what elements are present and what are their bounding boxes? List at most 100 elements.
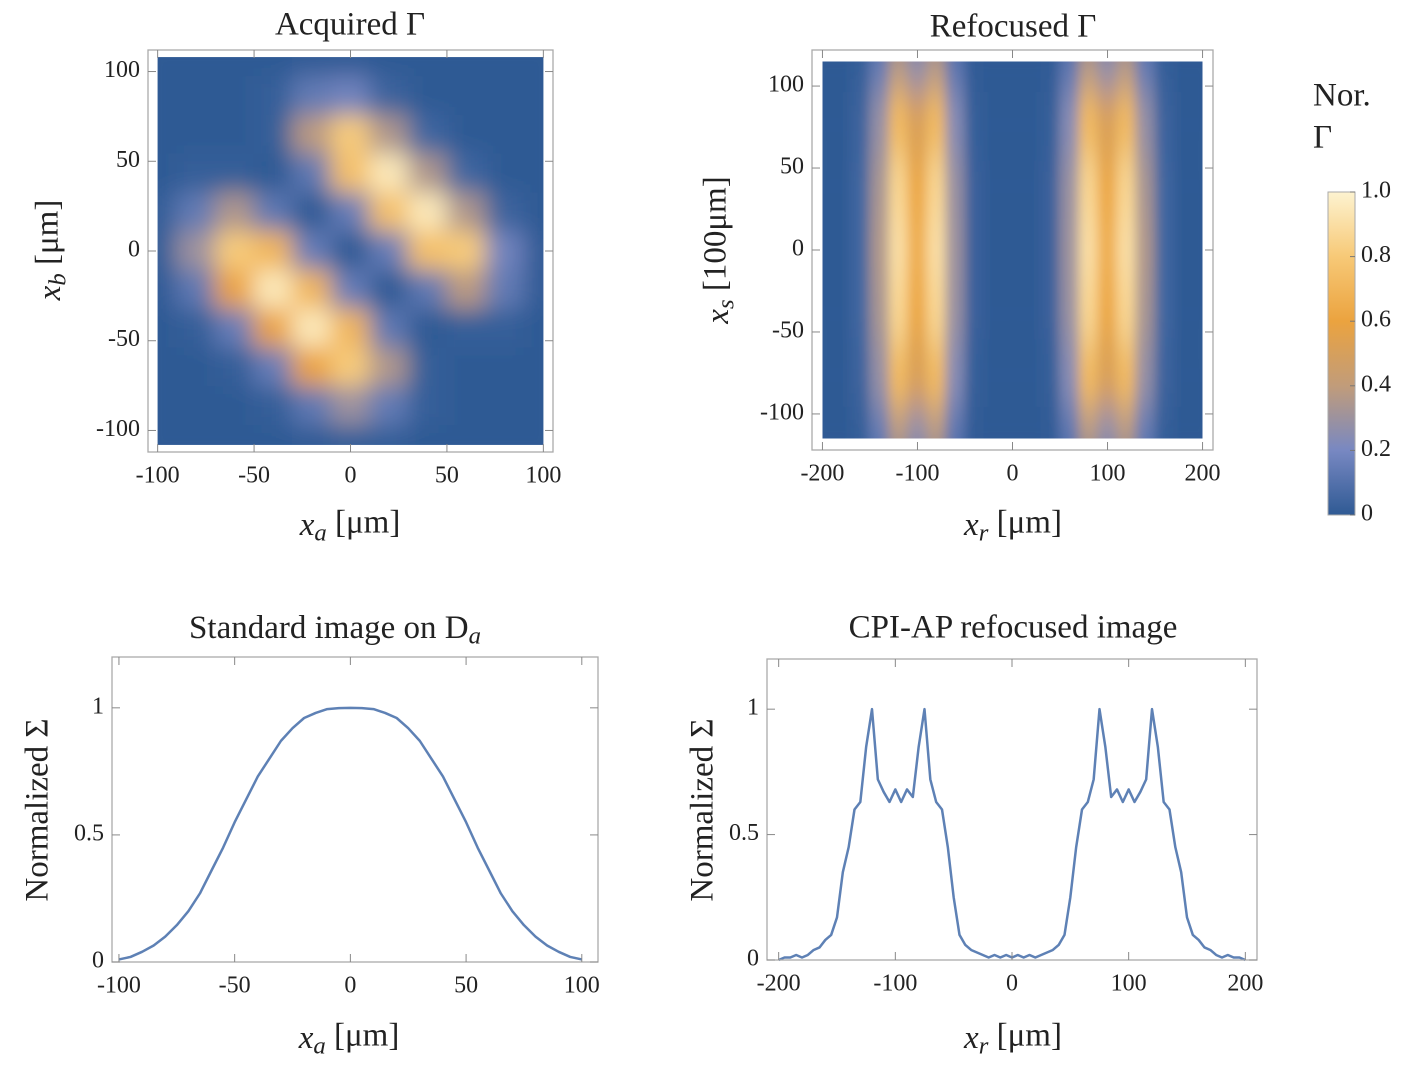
colorbar-tick-label: 0.8 [1361, 242, 1391, 268]
heat-cell [907, 280, 928, 344]
heat-cell [926, 61, 947, 94]
heat-cell [1078, 92, 1099, 156]
heat-cell [869, 344, 890, 408]
x-tick-label: 200 [1185, 461, 1221, 487]
heat-cell [1002, 406, 1023, 439]
colorbar [1327, 191, 1356, 516]
x-tick-label: 100 [1111, 971, 1147, 997]
heat-cell [926, 406, 947, 439]
heat-cell [831, 92, 852, 156]
heat-cell [215, 231, 255, 271]
heat-cell [1021, 406, 1042, 439]
heat-cell [485, 76, 525, 116]
y-tick-label: -100 [96, 416, 140, 442]
heat-cell [850, 344, 871, 408]
heat-cell [485, 308, 525, 349]
x-axis-label-part: x [963, 507, 979, 543]
heat-cell [926, 280, 947, 344]
heat-cell [907, 344, 928, 408]
y-axis-label: Normalized Σ [20, 718, 56, 901]
heat-cell [1135, 156, 1156, 220]
heat-cell [1078, 344, 1099, 408]
heat-cell [907, 406, 928, 439]
heat-cell [407, 192, 448, 233]
x-tick-label: -100 [136, 463, 180, 489]
x-tick-label: 100 [525, 463, 561, 489]
heat-cell [485, 153, 525, 194]
heat-cell [253, 114, 294, 155]
heat-cell [1021, 280, 1042, 344]
heat-cell [292, 231, 332, 271]
heat-cell [330, 57, 371, 78]
heat-cell [1097, 280, 1118, 344]
heat-cell [523, 386, 544, 426]
heat-cell [253, 153, 294, 194]
x-tick-label: -100 [895, 461, 939, 487]
heat-cell [831, 406, 852, 439]
x-axis-label: xr [μm] [963, 1017, 1062, 1059]
heat-cell [1040, 92, 1061, 156]
heat-cell [1078, 280, 1099, 344]
y-tick-label: 1 [92, 693, 104, 719]
heat-cell [523, 153, 544, 194]
heat-cell [1192, 156, 1203, 220]
heat-cell [330, 231, 371, 271]
heat-cell [215, 424, 255, 445]
colorbar-tick-label: 0.6 [1361, 307, 1391, 333]
y-axis-label-part: x [700, 309, 736, 325]
heat-cell [407, 231, 448, 271]
frame [766, 658, 1258, 961]
heatmap [822, 61, 1203, 439]
heat-cell [176, 424, 216, 445]
x-axis-label: xa [μm] [298, 1017, 400, 1059]
heat-cell [1097, 218, 1118, 282]
heat-cell [176, 153, 216, 194]
heat-cell [446, 269, 486, 310]
colorbar-tick-label: 0 [1361, 501, 1373, 527]
x-tick-label: 0 [1006, 971, 1018, 997]
heat-cell [1116, 280, 1137, 344]
heat-cell [369, 424, 409, 445]
x-tick-label: 100 [1090, 461, 1126, 487]
y-axis-label-part: [μm] [29, 200, 65, 274]
frame [111, 656, 599, 963]
heat-cell [964, 406, 985, 439]
heat-cell [1040, 344, 1061, 408]
heat-cell [945, 156, 966, 220]
line [778, 707, 1246, 962]
heat-cell [330, 269, 371, 310]
y-tick-label: -50 [108, 326, 140, 352]
heat-cell [1021, 156, 1042, 220]
x-tick-label: -200 [800, 461, 844, 487]
heat-cell [964, 344, 985, 408]
heat-cell [850, 218, 871, 282]
heat-cell [292, 192, 332, 233]
heat-cell [176, 192, 216, 233]
heat-cell [407, 269, 448, 310]
heat-cell [1097, 344, 1118, 408]
heat-cell [907, 218, 928, 282]
heat-cell [1192, 92, 1203, 156]
heat-cell [369, 347, 409, 388]
heat-cell [822, 61, 833, 94]
heat-cell [869, 92, 890, 156]
heat-cell [157, 308, 178, 349]
heat-cell [1192, 406, 1203, 439]
heat-cell [369, 114, 409, 155]
heat-cell [822, 218, 833, 282]
heat-cell [369, 153, 409, 194]
heat-cell [1135, 218, 1156, 282]
heat-cell [926, 156, 947, 220]
heat-cell [1059, 406, 1080, 439]
heat-cell [523, 231, 544, 271]
heat-cell [407, 76, 448, 116]
heat-cell [215, 57, 255, 78]
y-axis-label: Normalized Σ [685, 718, 721, 901]
y-axis-label-part: [100μm] [697, 176, 733, 299]
heat-cell [292, 76, 332, 116]
y-tick-label: 0 [747, 946, 759, 972]
heat-cell [1173, 92, 1194, 156]
heat-cell [157, 424, 178, 445]
heat-cell [176, 114, 216, 155]
heat-cell [292, 269, 332, 310]
